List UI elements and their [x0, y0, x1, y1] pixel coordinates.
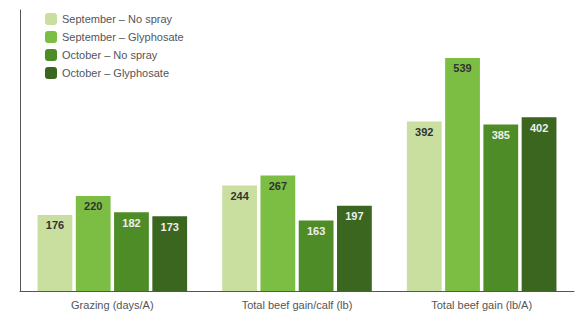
svg-text:163: 163: [307, 225, 325, 237]
svg-text:September – No spray: September – No spray: [62, 13, 173, 25]
svg-text:176: 176: [46, 219, 64, 231]
svg-text:Total beef gain/calf (lb): Total beef gain/calf (lb): [242, 299, 353, 311]
svg-text:220: 220: [84, 200, 102, 212]
svg-text:Total beef gain (lb/A): Total beef gain (lb/A): [431, 299, 532, 311]
svg-text:Grazing (days/A): Grazing (days/A): [71, 299, 154, 311]
svg-text:402: 402: [530, 122, 548, 134]
svg-text:197: 197: [345, 210, 363, 222]
svg-text:182: 182: [122, 217, 140, 229]
svg-text:392: 392: [415, 126, 433, 138]
svg-text:173: 173: [161, 221, 179, 233]
svg-text:385: 385: [492, 129, 510, 141]
svg-text:244: 244: [230, 190, 249, 202]
svg-text:539: 539: [453, 62, 471, 74]
svg-text:September – Glyphosate: September – Glyphosate: [62, 31, 184, 43]
svg-text:267: 267: [269, 180, 287, 192]
svg-text:October – No spray: October – No spray: [62, 49, 158, 61]
svg-text:October – Glyphosate: October – Glyphosate: [62, 67, 169, 79]
